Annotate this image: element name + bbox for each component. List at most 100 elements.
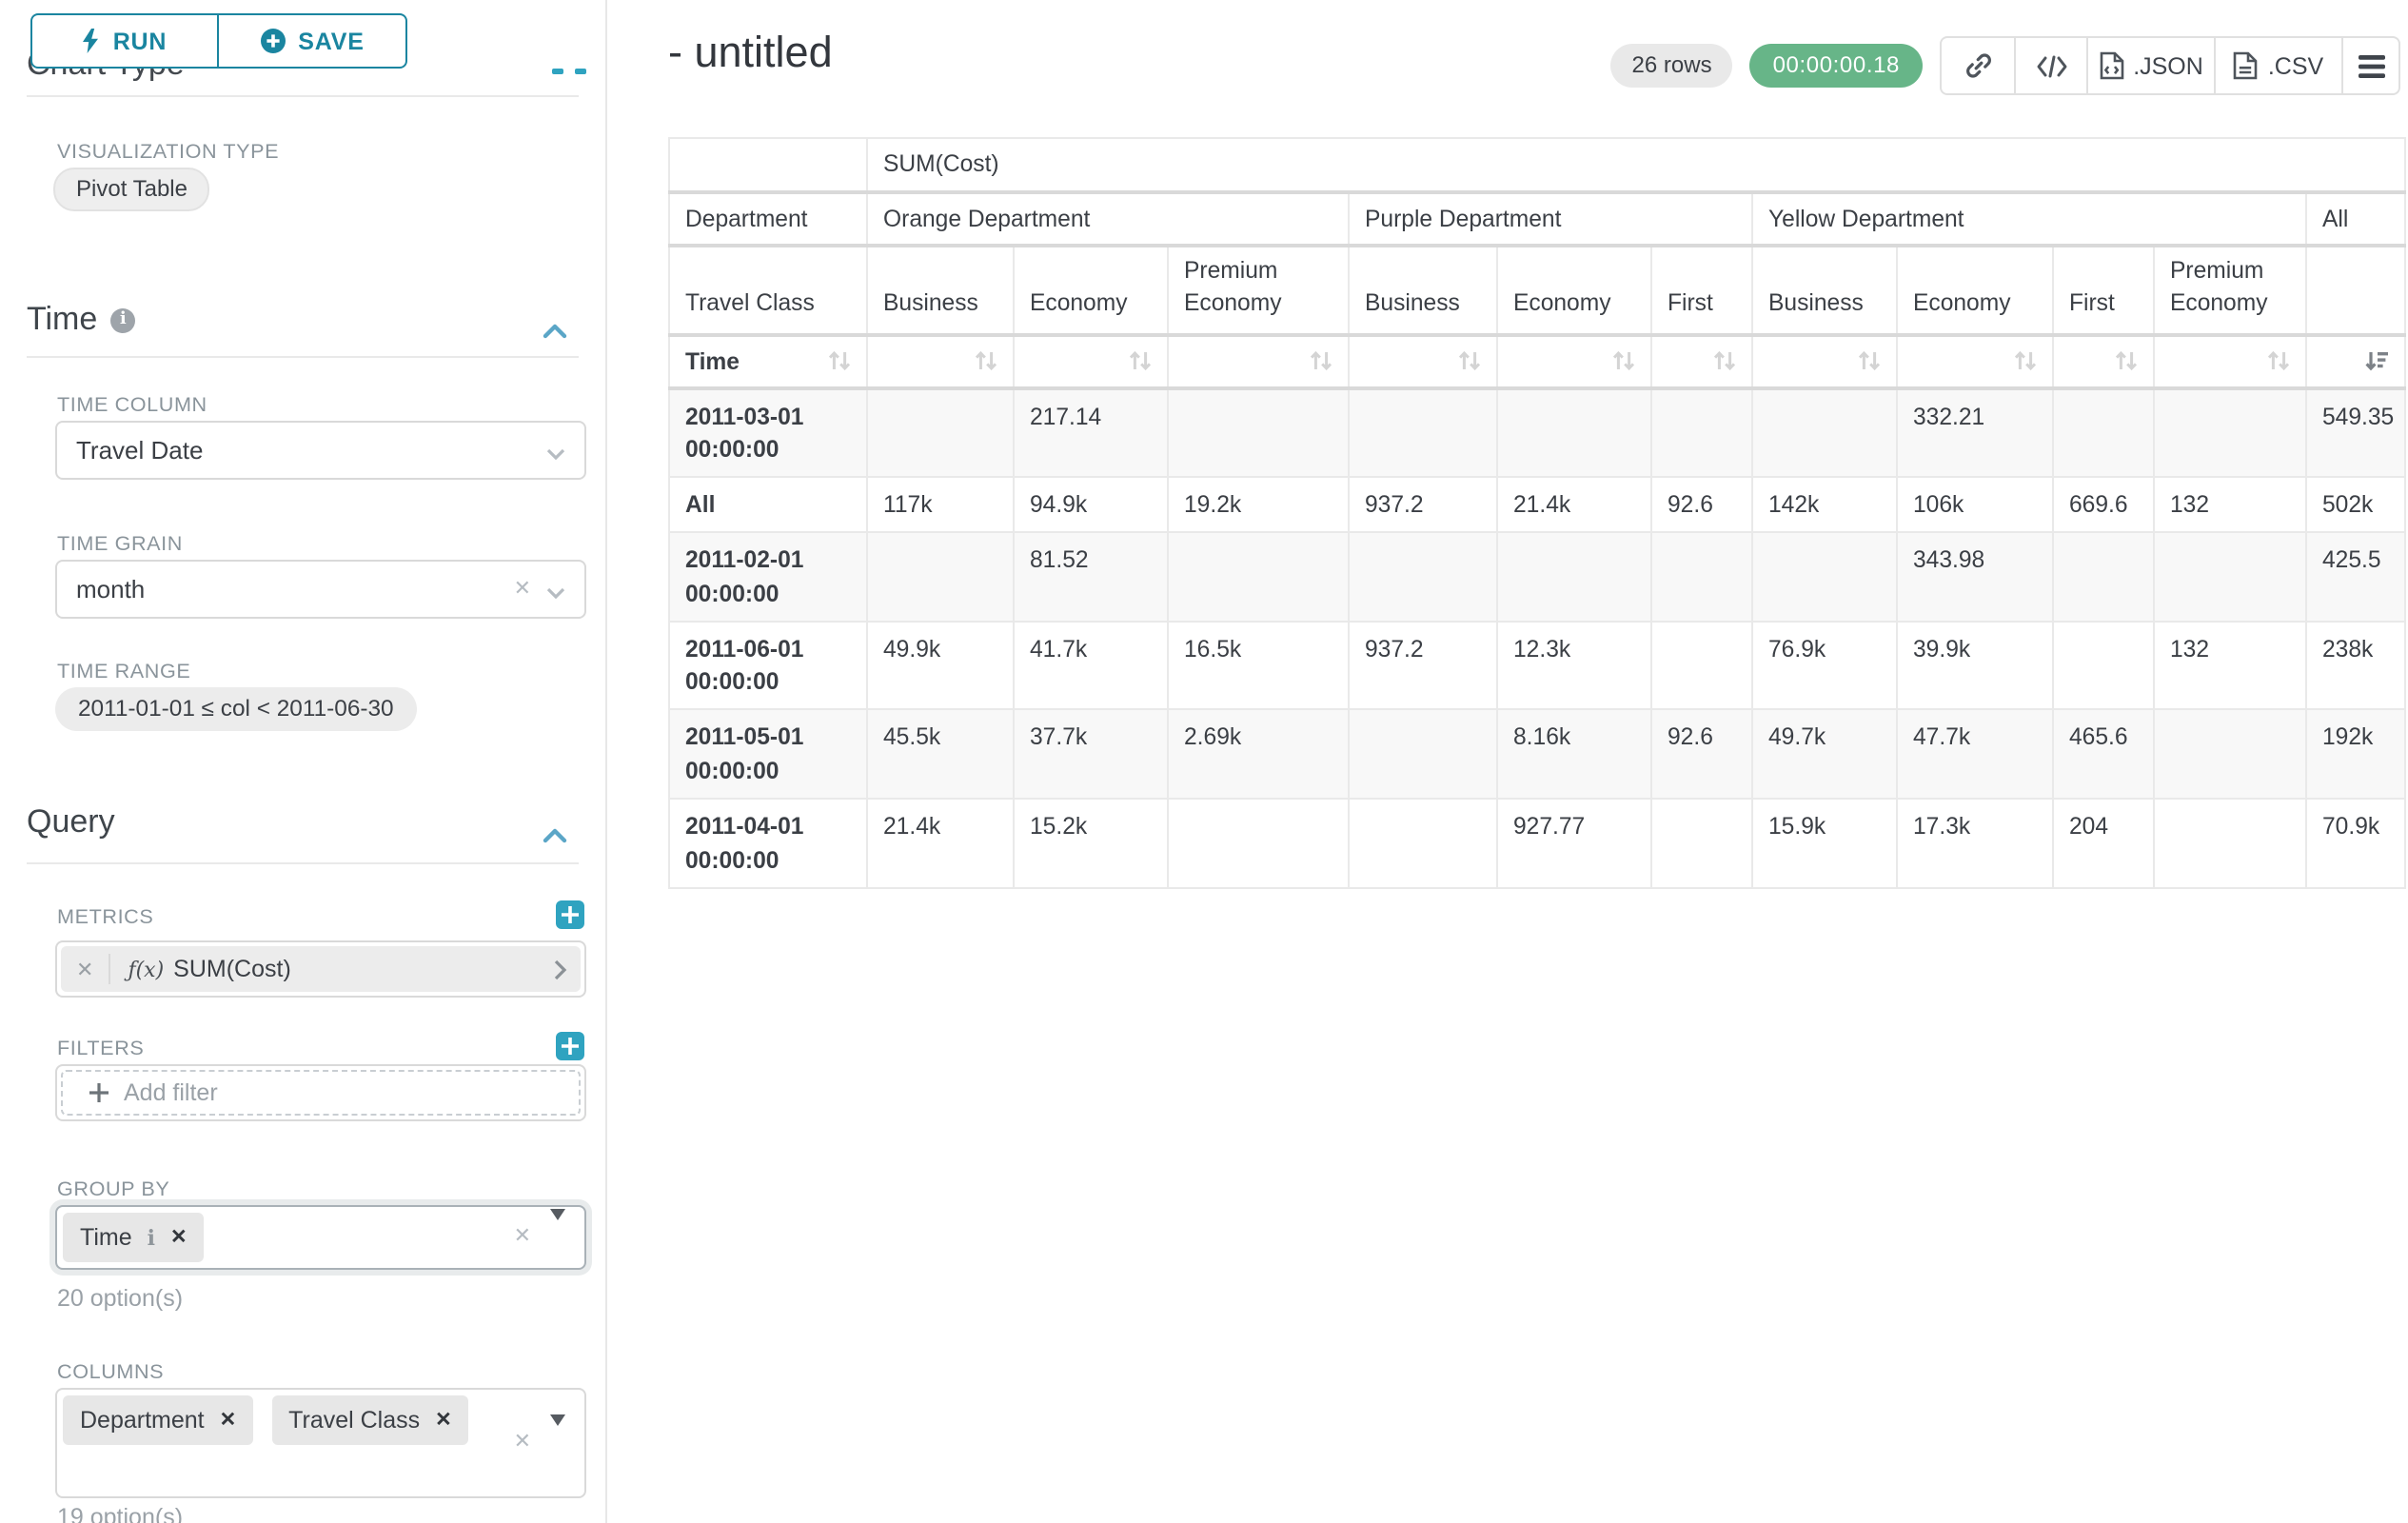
- query-actions: RUN SAVE: [30, 13, 407, 69]
- export-button-group: .JSON .CSV: [1940, 36, 2400, 95]
- class-col: Business: [1751, 244, 1898, 336]
- time-grain-select[interactable]: month ✕: [55, 560, 586, 619]
- remove-metric-icon[interactable]: ✕: [76, 959, 94, 981]
- cell: 2.69k: [1167, 708, 1350, 800]
- add-metric-button[interactable]: [556, 900, 584, 929]
- bolt-icon: [83, 29, 100, 53]
- group-by-chip[interactable]: Time i ✕: [63, 1213, 205, 1262]
- caret-down-icon[interactable]: [550, 1209, 565, 1255]
- scrolled-fragment: [552, 69, 563, 74]
- cell: 21.4k: [1496, 476, 1652, 533]
- cell: 549.35: [2304, 386, 2407, 479]
- cell: 16.5k: [1167, 620, 1350, 711]
- columns-select[interactable]: Department ✕ Travel Class ✕ ✕: [55, 1388, 586, 1498]
- caret-down-icon[interactable]: [550, 1414, 565, 1460]
- caret-right-icon[interactable]: [554, 959, 567, 979]
- chart-panel: - untitled 26 rows 00:00:00.18 .JSON .CS…: [607, 0, 2408, 1523]
- columns-chip[interactable]: Travel Class ✕: [271, 1395, 469, 1445]
- add-filter-plus-button[interactable]: [556, 1032, 584, 1060]
- pivot-table: SUM(Cost) Department Orange Department P…: [668, 137, 2407, 889]
- save-button-label: SAVE: [298, 28, 365, 54]
- class-col: Business: [1348, 244, 1498, 336]
- time-sort-header[interactable]: Time: [668, 333, 868, 389]
- time-section-heading: Time i: [27, 301, 136, 339]
- cell: [2052, 620, 2155, 711]
- query-timer-badge: 00:00:00.18: [1749, 44, 1923, 88]
- sort-header[interactable]: [866, 333, 1015, 389]
- cell: [1650, 386, 1753, 479]
- collapse-time-section[interactable]: [543, 314, 567, 348]
- cell: 37.7k: [1013, 708, 1169, 800]
- run-button[interactable]: RUN: [30, 13, 219, 69]
- info-icon[interactable]: i: [110, 307, 136, 332]
- cell: 132: [2153, 620, 2307, 711]
- cell: 669.6: [2052, 476, 2155, 533]
- cell: [2153, 386, 2307, 479]
- share-link-button[interactable]: [1942, 38, 2014, 93]
- chip-close-icon[interactable]: ✕: [219, 1409, 237, 1432]
- group-by-select[interactable]: Time i ✕ ✕: [55, 1205, 586, 1270]
- group-by-label: GROUP BY: [57, 1178, 170, 1201]
- chart-title: - untitled: [668, 29, 833, 76]
- chevron-up-icon: [543, 828, 567, 843]
- clear-icon[interactable]: ✕: [513, 1431, 531, 1454]
- cell: [1348, 797, 1498, 889]
- time-range-value[interactable]: 2011-01-01 ≤ col < 2011-06-30: [55, 687, 417, 731]
- clear-icon[interactable]: ✕: [513, 1225, 531, 1248]
- time-grain-label: TIME GRAIN: [57, 533, 183, 556]
- row-label: 2011-06-01 00:00:00: [668, 620, 868, 711]
- sort-header[interactable]: [1896, 333, 2054, 389]
- query-section-heading: Query: [27, 803, 115, 841]
- filters-label: FILTERS: [57, 1038, 145, 1060]
- sort-icon: [1310, 350, 1332, 371]
- sort-header-active[interactable]: [2304, 333, 2407, 389]
- cell: 332.21: [1896, 386, 2054, 479]
- cell: 927.77: [1496, 797, 1652, 889]
- sort-header[interactable]: [2153, 333, 2307, 389]
- divider: [27, 95, 579, 97]
- cell: [866, 530, 1015, 623]
- sort-header[interactable]: [1650, 333, 1753, 389]
- view-query-button[interactable]: [2014, 38, 2086, 93]
- cell: 117k: [866, 476, 1015, 533]
- time-column-select[interactable]: Travel Date: [55, 421, 586, 480]
- more-options-button[interactable]: [2341, 38, 2398, 93]
- sort-desc-icon: [2365, 352, 2389, 371]
- sort-icon: [1458, 350, 1481, 371]
- dept-group: Orange Department: [866, 190, 1350, 247]
- cell: 92.6: [1650, 476, 1753, 533]
- chevron-down-icon[interactable]: [546, 436, 565, 465]
- info-icon[interactable]: i: [147, 1225, 156, 1250]
- sort-header[interactable]: [2052, 333, 2155, 389]
- chip-label: Department: [80, 1407, 205, 1434]
- cell: [1167, 386, 1350, 479]
- chevron-down-icon[interactable]: [546, 575, 565, 603]
- dept-dim-label: Department: [668, 190, 868, 247]
- class-col: Premium Economy: [2153, 244, 2307, 336]
- sort-header[interactable]: [1348, 333, 1498, 389]
- sort-icon: [1129, 350, 1152, 371]
- metric-item[interactable]: ✕ ƒ(x) SUM(Cost): [61, 946, 581, 992]
- cell: 47.7k: [1896, 708, 2054, 800]
- chip-close-icon[interactable]: ✕: [435, 1409, 452, 1432]
- export-json-button[interactable]: .JSON: [2086, 38, 2214, 93]
- collapse-query-section[interactable]: [543, 819, 567, 853]
- sort-header[interactable]: [1013, 333, 1169, 389]
- sort-header[interactable]: [1496, 333, 1652, 389]
- table-row: 2011-04-01 00:00:00 21.4k 15.2k 927.77 1…: [668, 797, 2407, 889]
- cell: 49.7k: [1751, 708, 1898, 800]
- sort-icon: [828, 350, 851, 371]
- add-filter-button[interactable]: Add filter: [61, 1070, 581, 1116]
- cell: [2052, 386, 2155, 479]
- columns-chip[interactable]: Department ✕: [63, 1395, 254, 1445]
- export-csv-button[interactable]: .CSV: [2214, 38, 2341, 93]
- row-label: 2011-04-01 00:00:00: [668, 797, 868, 889]
- chip-close-icon[interactable]: ✕: [170, 1226, 188, 1249]
- sort-header[interactable]: [1751, 333, 1898, 389]
- class-col: Economy: [1496, 244, 1652, 336]
- save-button[interactable]: SAVE: [217, 13, 407, 69]
- clear-icon[interactable]: ✕: [513, 577, 531, 600]
- sort-header[interactable]: [1167, 333, 1350, 389]
- sort-icon: [1612, 350, 1635, 371]
- visualization-type-value[interactable]: Pivot Table: [53, 168, 210, 211]
